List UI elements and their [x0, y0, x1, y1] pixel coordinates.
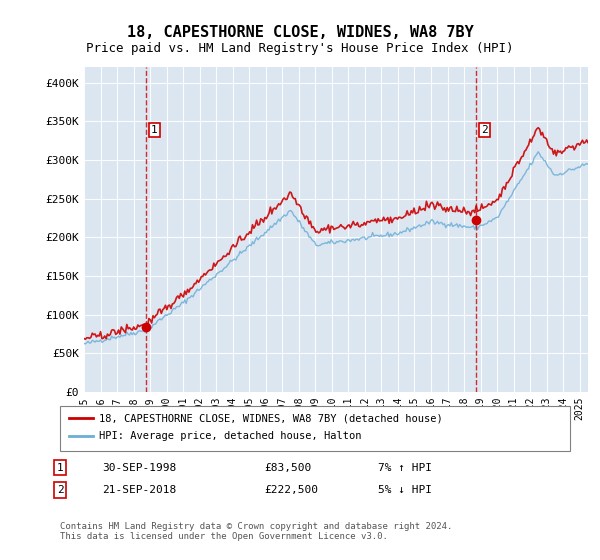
- Text: 18, CAPESTHORNE CLOSE, WIDNES, WA8 7BY: 18, CAPESTHORNE CLOSE, WIDNES, WA8 7BY: [127, 25, 473, 40]
- Text: 30-SEP-1998: 30-SEP-1998: [102, 463, 176, 473]
- Text: HPI: Average price, detached house, Halton: HPI: Average price, detached house, Halt…: [99, 431, 361, 441]
- Text: £222,500: £222,500: [264, 485, 318, 495]
- Text: 7% ↑ HPI: 7% ↑ HPI: [378, 463, 432, 473]
- Text: 1: 1: [151, 125, 158, 135]
- Text: 21-SEP-2018: 21-SEP-2018: [102, 485, 176, 495]
- Text: 5% ↓ HPI: 5% ↓ HPI: [378, 485, 432, 495]
- Text: Contains HM Land Registry data © Crown copyright and database right 2024.
This d: Contains HM Land Registry data © Crown c…: [60, 522, 452, 542]
- Text: 2: 2: [481, 125, 488, 135]
- Text: £83,500: £83,500: [264, 463, 311, 473]
- Text: 18, CAPESTHORNE CLOSE, WIDNES, WA8 7BY (detached house): 18, CAPESTHORNE CLOSE, WIDNES, WA8 7BY (…: [99, 413, 443, 423]
- Text: Price paid vs. HM Land Registry's House Price Index (HPI): Price paid vs. HM Land Registry's House …: [86, 42, 514, 55]
- Text: 1: 1: [56, 463, 64, 473]
- Text: 2: 2: [56, 485, 64, 495]
